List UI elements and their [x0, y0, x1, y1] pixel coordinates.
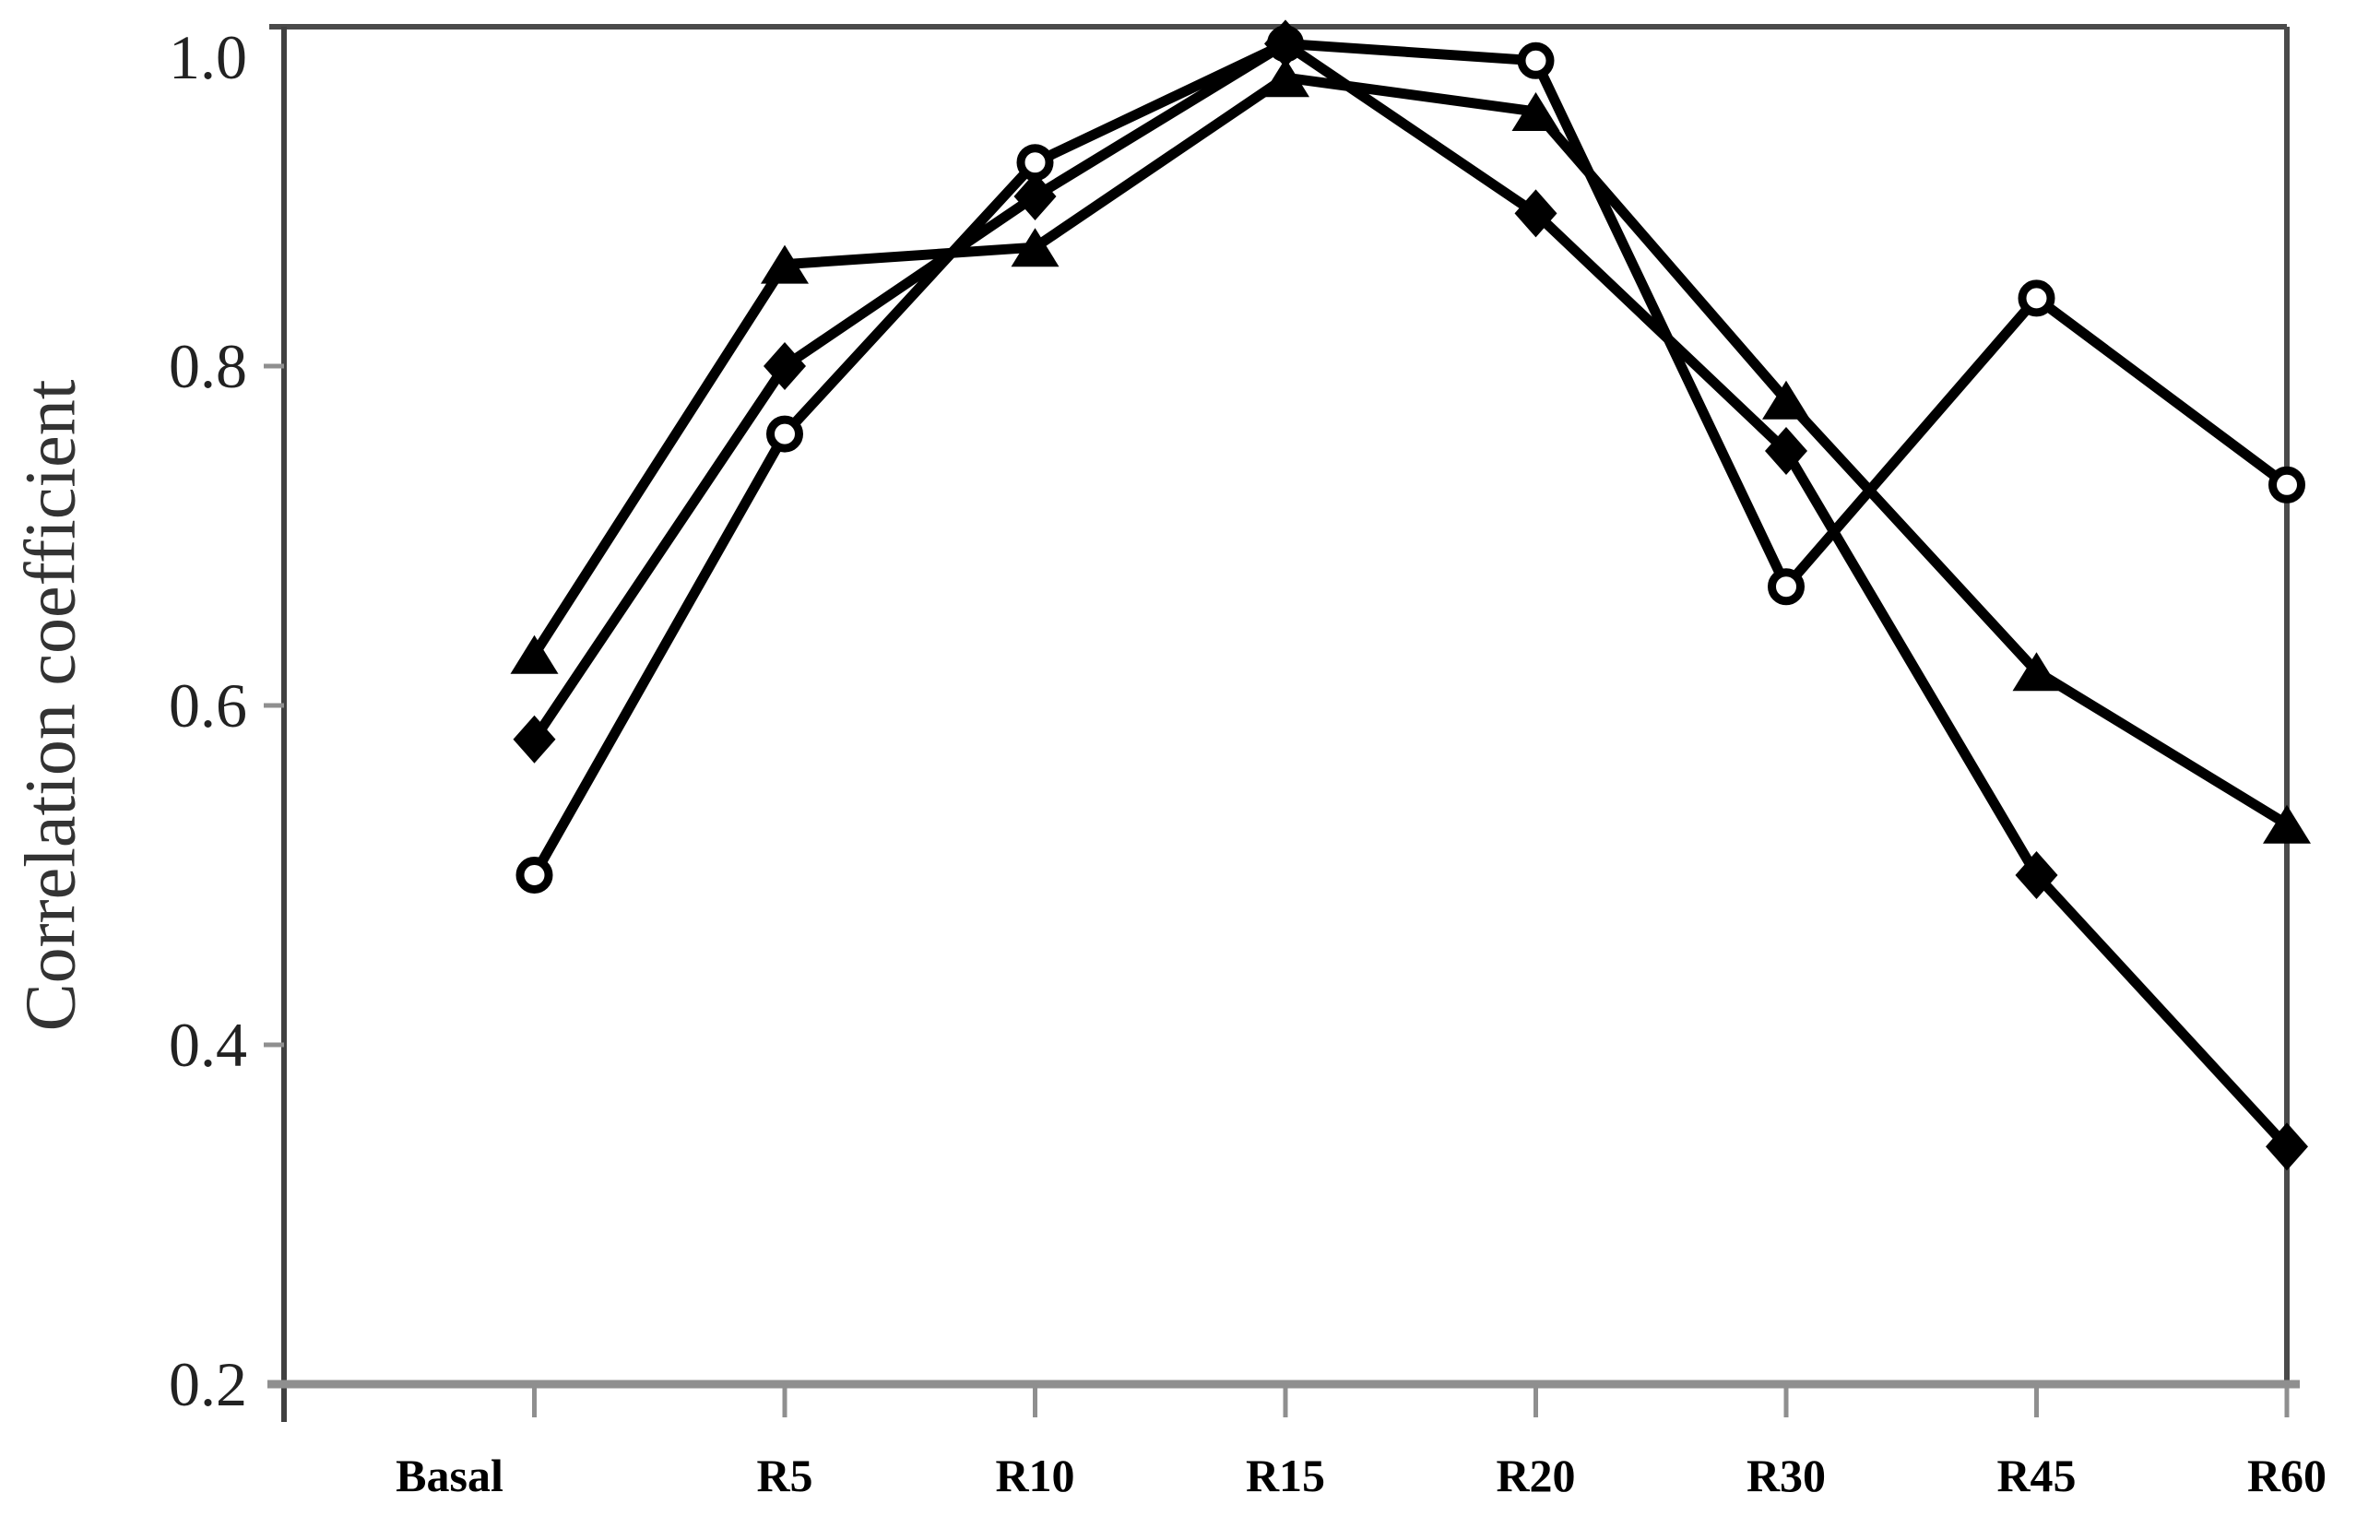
x-tick-label-r60: R60 — [2247, 1450, 2327, 1501]
marker-filled-triangle-filled-triangle — [1261, 58, 1309, 98]
y-tick-label: 0.2 — [169, 1349, 247, 1419]
series-line-filled-triangle — [529, 72, 2292, 830]
marker-filled-triangle-filled-triangle — [1762, 380, 1810, 420]
marker-open-circle-open-circle — [1768, 568, 1805, 606]
marker-open-circle-open-circle — [1517, 41, 1555, 79]
marker-filled-diamond-filled-diamond — [1514, 189, 1557, 238]
x-tick-label-basal: Basal — [396, 1450, 503, 1501]
marker-open-circle-open-circle — [766, 415, 803, 453]
series-line-open-circle — [529, 38, 2292, 881]
marker-filled-diamond-filled-diamond — [1013, 172, 1057, 220]
y-tick-label: 0.4 — [169, 1010, 247, 1080]
x-tick-label-r45: R45 — [1996, 1450, 2076, 1501]
y-axis-title: Correlation coefficient — [10, 379, 90, 1031]
marker-filled-diamond-filled-diamond — [2015, 851, 2058, 899]
marker-filled-triangle-filled-triangle — [2263, 804, 2311, 844]
marker-filled-diamond-filled-diamond — [764, 342, 806, 390]
y-tick-label: 1.0 — [169, 22, 247, 92]
marker-filled-triangle-filled-triangle — [510, 634, 559, 674]
marker-filled-triangle-filled-triangle — [2012, 652, 2061, 692]
marker-open-circle-open-circle — [2018, 279, 2055, 317]
marker-filled-diamond-filled-diamond — [1264, 19, 1307, 68]
x-tick-label-r20: R20 — [1496, 1450, 1575, 1501]
y-tick-label: 0.8 — [169, 331, 247, 401]
marker-filled-diamond-filled-diamond — [2266, 1122, 2308, 1171]
y-tick-label: 0.6 — [169, 670, 247, 740]
series-line-filled-diamond — [529, 38, 2292, 1152]
x-tick-label-r30: R30 — [1747, 1450, 1826, 1501]
x-tick-label-r5: R5 — [756, 1450, 812, 1501]
marker-filled-triangle-filled-triangle — [1011, 228, 1060, 267]
marker-filled-triangle-filled-triangle — [1511, 92, 1560, 131]
x-tick-label-r10: R10 — [995, 1450, 1074, 1501]
x-tick-label-r15: R15 — [1246, 1450, 1325, 1501]
marker-filled-triangle-filled-triangle — [761, 244, 809, 284]
marker-open-circle-open-circle — [515, 857, 553, 894]
marker-open-circle-open-circle — [2268, 466, 2305, 503]
marker-filled-diamond-filled-diamond — [513, 715, 556, 764]
marker-filled-diamond-filled-diamond — [1765, 427, 1807, 475]
